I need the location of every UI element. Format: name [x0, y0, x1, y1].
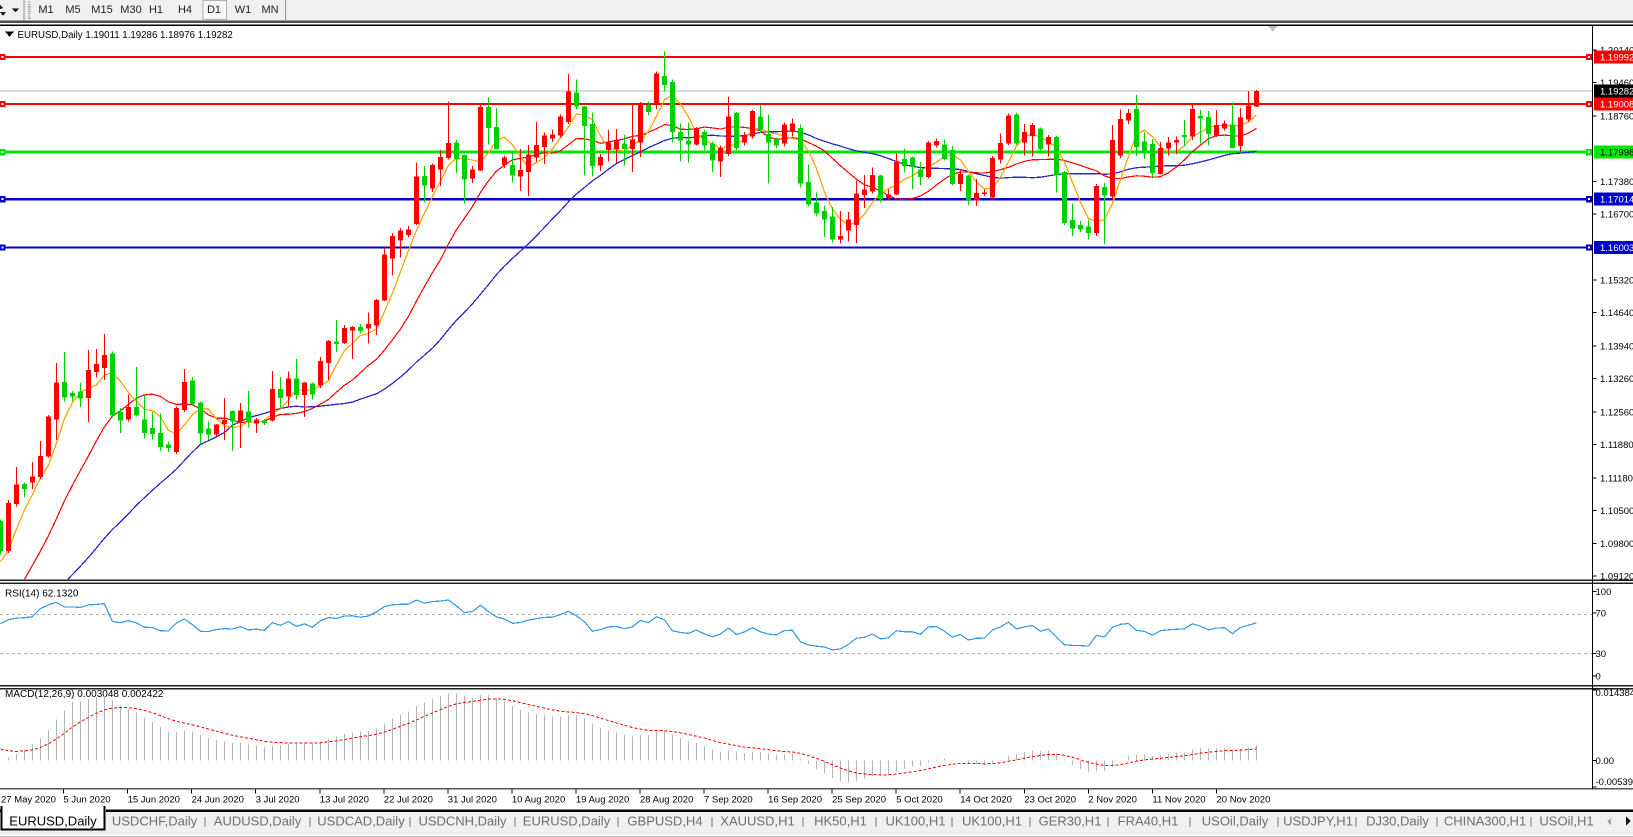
svg-text:W1: W1: [235, 4, 252, 16]
svg-text:31 Jul 2020: 31 Jul 2020: [448, 795, 497, 806]
svg-text:GBPUSD,H4: GBPUSD,H4: [627, 814, 702, 829]
svg-text:3 Jul 2020: 3 Jul 2020: [256, 795, 300, 806]
svg-text:M1: M1: [38, 4, 53, 16]
svg-text:28 Aug 2020: 28 Aug 2020: [640, 795, 693, 806]
svg-text:1.09120: 1.09120: [1600, 572, 1633, 583]
svg-text:1.17014: 1.17014: [1600, 195, 1633, 206]
svg-text:1.15320: 1.15320: [1600, 276, 1633, 287]
svg-text:USDCHF,Daily: USDCHF,Daily: [112, 814, 198, 829]
svg-text:GER30,H1: GER30,H1: [1039, 814, 1102, 829]
svg-text:USDCAD,Daily: USDCAD,Daily: [317, 814, 405, 829]
svg-text:20 Nov 2020: 20 Nov 2020: [1217, 795, 1271, 806]
svg-text:1.14640: 1.14640: [1600, 308, 1633, 319]
svg-text:EURUSD,Daily 1.19011 1.19286: EURUSD,Daily 1.19011 1.19286 1.18976 1.1…: [18, 30, 233, 41]
svg-text:0: 0: [1596, 671, 1601, 682]
svg-text:EURUSD,Daily: EURUSD,Daily: [9, 814, 97, 829]
svg-text:MACD(12,26,9) 0.003048 0.00242: MACD(12,26,9) 0.003048 0.002422: [5, 689, 164, 700]
svg-text:DJ30,Daily: DJ30,Daily: [1366, 814, 1429, 829]
svg-text:H4: H4: [178, 4, 192, 16]
svg-text:H1: H1: [149, 4, 163, 16]
svg-text:1.19992: 1.19992: [1600, 53, 1633, 64]
svg-text:1.10500: 1.10500: [1600, 506, 1633, 517]
svg-text:1.16003: 1.16003: [1600, 243, 1633, 254]
svg-text:23 Oct 2020: 23 Oct 2020: [1024, 795, 1076, 806]
svg-text:1.12560: 1.12560: [1600, 407, 1633, 418]
svg-text:25 Sep 2020: 25 Sep 2020: [832, 795, 886, 806]
svg-text:1.19460: 1.19460: [1600, 78, 1633, 89]
svg-text:10 Aug 2020: 10 Aug 2020: [512, 795, 565, 806]
svg-text:19 Aug 2020: 19 Aug 2020: [576, 795, 629, 806]
svg-text:USDJPY,H1: USDJPY,H1: [1283, 814, 1353, 829]
svg-text:XAUUSD,H1: XAUUSD,H1: [720, 814, 794, 829]
svg-text:1.17998: 1.17998: [1600, 148, 1633, 159]
svg-text:5 Jun 2020: 5 Jun 2020: [64, 795, 111, 806]
svg-text:M5: M5: [65, 4, 80, 16]
svg-text:27 May 2020: 27 May 2020: [1, 795, 56, 806]
svg-text:1.19008: 1.19008: [1600, 100, 1633, 111]
svg-text:16 Sep 2020: 16 Sep 2020: [768, 795, 822, 806]
svg-text:1.17380: 1.17380: [1600, 177, 1633, 188]
svg-text:30: 30: [1596, 649, 1607, 660]
svg-text:UK100,H1: UK100,H1: [886, 814, 946, 829]
svg-text:13 Jul 2020: 13 Jul 2020: [320, 795, 369, 806]
svg-text:1.09800: 1.09800: [1600, 539, 1633, 550]
svg-text:0.014384: 0.014384: [1596, 688, 1633, 699]
svg-text:1.11880: 1.11880: [1600, 440, 1633, 451]
svg-text:MN: MN: [261, 4, 278, 16]
svg-text:EURUSD,Daily: EURUSD,Daily: [523, 814, 611, 829]
svg-text:0.00: 0.00: [1596, 756, 1615, 767]
svg-text:D1: D1: [207, 4, 221, 16]
svg-text:1.16700: 1.16700: [1600, 210, 1633, 221]
svg-text:15 Jun 2020: 15 Jun 2020: [128, 795, 180, 806]
svg-text:1.19282: 1.19282: [1600, 86, 1633, 97]
svg-text:-0.005396: -0.005396: [1596, 777, 1633, 788]
svg-text:14 Oct 2020: 14 Oct 2020: [960, 795, 1012, 806]
svg-text:11 Nov 2020: 11 Nov 2020: [1152, 795, 1205, 806]
svg-text:2 Nov 2020: 2 Nov 2020: [1088, 795, 1137, 806]
svg-text:22 Jul 2020: 22 Jul 2020: [384, 795, 433, 806]
svg-text:70: 70: [1596, 609, 1607, 620]
svg-text:1.11180: 1.11180: [1600, 473, 1633, 484]
svg-text:M30: M30: [120, 4, 141, 16]
svg-text:RSI(14) 62.1320: RSI(14) 62.1320: [5, 589, 79, 600]
svg-text:USOil,Daily: USOil,Daily: [1202, 814, 1269, 829]
svg-text:7 Sep 2020: 7 Sep 2020: [704, 795, 753, 806]
svg-text:USOil,H1: USOil,H1: [1539, 814, 1593, 829]
svg-text:FRA40,H1: FRA40,H1: [1118, 814, 1179, 829]
svg-text:HK50,H1: HK50,H1: [814, 814, 867, 829]
svg-text:USDCNH,Daily: USDCNH,Daily: [418, 814, 507, 829]
svg-text:UK100,H1: UK100,H1: [962, 814, 1022, 829]
svg-text:24 Jun 2020: 24 Jun 2020: [192, 795, 244, 806]
svg-text:1.13260: 1.13260: [1600, 374, 1633, 385]
svg-text:M15: M15: [91, 4, 112, 16]
svg-text:1.13940: 1.13940: [1600, 342, 1633, 353]
svg-text:100: 100: [1596, 587, 1612, 598]
svg-text:AUDUSD,Daily: AUDUSD,Daily: [214, 814, 302, 829]
svg-text:CHINA300,H1: CHINA300,H1: [1444, 814, 1526, 829]
svg-text:5 Oct 2020: 5 Oct 2020: [896, 795, 942, 806]
svg-text:1.18760: 1.18760: [1600, 111, 1633, 122]
